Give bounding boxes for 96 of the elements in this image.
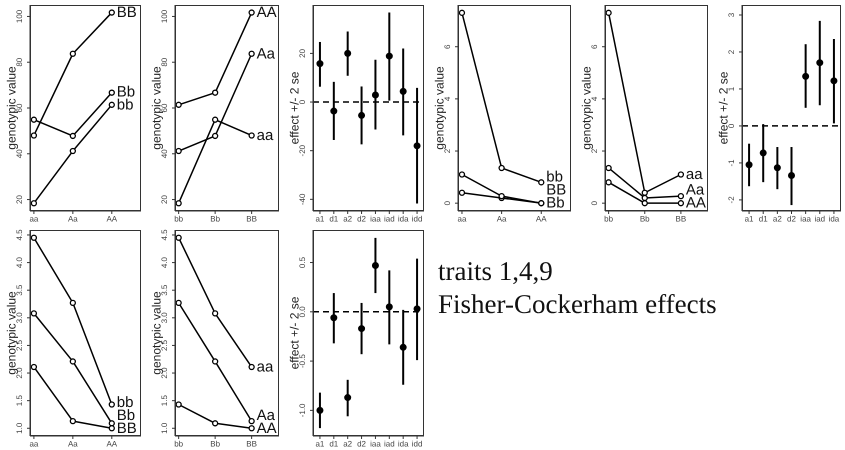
x-tick-label: ida bbox=[398, 214, 410, 224]
x-tick-label: d2 bbox=[357, 440, 367, 449]
x-tick-label: iaa bbox=[800, 214, 812, 224]
x-tick-label: bb bbox=[174, 214, 184, 224]
y-tick-label: 2 bbox=[590, 148, 599, 154]
x-tick-label: BB bbox=[676, 214, 686, 224]
x-tick-label: Aa bbox=[68, 440, 78, 449]
y-tick-label: 1.0 bbox=[160, 422, 169, 434]
x-tick-label: Bb bbox=[640, 214, 650, 224]
x-tick-label: bb bbox=[174, 440, 184, 449]
y-tick-label: 3.5 bbox=[15, 284, 24, 296]
x-tick-label: BB bbox=[246, 440, 257, 449]
x-tick-label: bb bbox=[604, 214, 614, 224]
series-label: BB bbox=[116, 4, 137, 22]
x-tick-label: iaa bbox=[370, 214, 382, 224]
x-tick-label: a1 bbox=[744, 214, 754, 224]
x-tick-label: a2 bbox=[343, 440, 353, 449]
y-tick-label: 2.0 bbox=[15, 366, 24, 379]
x-tick-label: a1 bbox=[315, 214, 325, 224]
y-tick-label: 6 bbox=[590, 44, 599, 49]
series-label: AA bbox=[686, 194, 706, 212]
y-tick-label: 100 bbox=[160, 9, 169, 24]
x-tick-label: a1 bbox=[315, 440, 325, 449]
y-tick-label: 1.5 bbox=[15, 394, 24, 406]
y-tick-label: 100 bbox=[15, 9, 24, 24]
y-tick-label: 2 bbox=[443, 148, 452, 154]
x-tick-label: Bb bbox=[210, 440, 221, 449]
y-tick-label: 40 bbox=[160, 148, 169, 158]
y-tick-label: 1.0 bbox=[15, 422, 24, 434]
y-tick-label: 4.5 bbox=[15, 228, 24, 241]
x-tick-label: Aa bbox=[496, 214, 508, 224]
y-tick-label: 6 bbox=[443, 44, 452, 49]
y-tick-label: 0 bbox=[727, 123, 736, 128]
x-tick-label: a2 bbox=[343, 214, 353, 224]
x-tick-label: AA bbox=[106, 214, 118, 224]
x-tick-label: ida bbox=[398, 440, 410, 449]
y-tick-label: 0 bbox=[443, 200, 452, 206]
x-tick-label: idd bbox=[412, 214, 422, 224]
y-tick-label: -20 bbox=[298, 144, 307, 156]
x-tick-label: Bb bbox=[210, 214, 221, 224]
y-tick-label: 20 bbox=[160, 194, 169, 204]
y-tick-label: 0 bbox=[590, 200, 599, 206]
x-tick-label: idd bbox=[412, 440, 422, 449]
y-tick-label: 0.5 bbox=[298, 256, 307, 268]
y-tick-label: 4.0 bbox=[15, 256, 24, 268]
y-tick-label: 4.5 bbox=[160, 228, 169, 241]
x-tick-label: BB bbox=[246, 214, 257, 224]
y-tick-label: -40 bbox=[298, 192, 307, 206]
x-tick-label: d2 bbox=[357, 214, 367, 224]
y-tick-label: 80 bbox=[15, 57, 24, 67]
y-tick-label: 20 bbox=[298, 48, 307, 58]
series-label: aa bbox=[256, 358, 274, 376]
series-label: bb bbox=[116, 96, 134, 114]
y-tick-label: 4.0 bbox=[160, 256, 169, 268]
y-tick-label: 2 bbox=[727, 49, 736, 54]
y-tick-label: 20 bbox=[15, 194, 24, 204]
series-label: Aa bbox=[256, 45, 276, 62]
y-tick-label: 3.0 bbox=[160, 312, 169, 324]
y-tick-label: -2 bbox=[727, 196, 736, 204]
x-tick-label: d1 bbox=[329, 214, 339, 224]
x-tick-label: d1 bbox=[758, 214, 768, 224]
x-tick-label: iaa bbox=[370, 440, 382, 449]
y-tick-label: 1.5 bbox=[160, 394, 169, 406]
y-tick-label: 2.5 bbox=[15, 339, 24, 351]
x-tick-label: d1 bbox=[329, 440, 339, 449]
y-tick-label: 3.0 bbox=[15, 312, 24, 324]
x-tick-label: aa bbox=[29, 214, 39, 224]
y-tick-label: -1.0 bbox=[298, 402, 307, 418]
y-tick-label: -0.5 bbox=[298, 354, 307, 368]
x-tick-label: a2 bbox=[772, 214, 782, 224]
text: traits 1,4,9 bbox=[438, 255, 554, 288]
y-tick-label: 0.0 bbox=[298, 306, 307, 318]
series-label: Bb bbox=[546, 194, 565, 212]
x-tick-label: AA bbox=[536, 214, 548, 224]
x-tick-label: aa bbox=[458, 214, 467, 224]
y-tick-label: 1 bbox=[727, 86, 736, 92]
series-label: aa bbox=[686, 166, 704, 183]
x-tick-label: ida bbox=[828, 214, 840, 224]
text: Fisher-Cockerham effects bbox=[438, 288, 718, 321]
x-tick-label: iad bbox=[384, 214, 395, 224]
x-tick-label: d2 bbox=[787, 214, 796, 224]
series-label: aa bbox=[256, 126, 274, 144]
series-label: AA bbox=[256, 4, 277, 22]
x-tick-label: iad bbox=[384, 440, 395, 449]
x-tick-label: iad bbox=[814, 214, 826, 224]
y-tick-label: 0 bbox=[298, 99, 307, 104]
y-tick-label: 2.0 bbox=[160, 366, 169, 379]
x-tick-label: aa bbox=[29, 440, 39, 449]
y-tick-label: -1 bbox=[727, 158, 736, 166]
x-tick-label: AA bbox=[106, 440, 118, 449]
y-tick-label: 40 bbox=[15, 148, 24, 158]
y-tick-label: 3 bbox=[727, 12, 736, 18]
y-tick-label: 2.5 bbox=[160, 339, 169, 351]
y-tick-label: 3.5 bbox=[160, 284, 169, 296]
y-tick-label: 80 bbox=[160, 57, 169, 67]
x-tick-label: Aa bbox=[68, 214, 78, 224]
